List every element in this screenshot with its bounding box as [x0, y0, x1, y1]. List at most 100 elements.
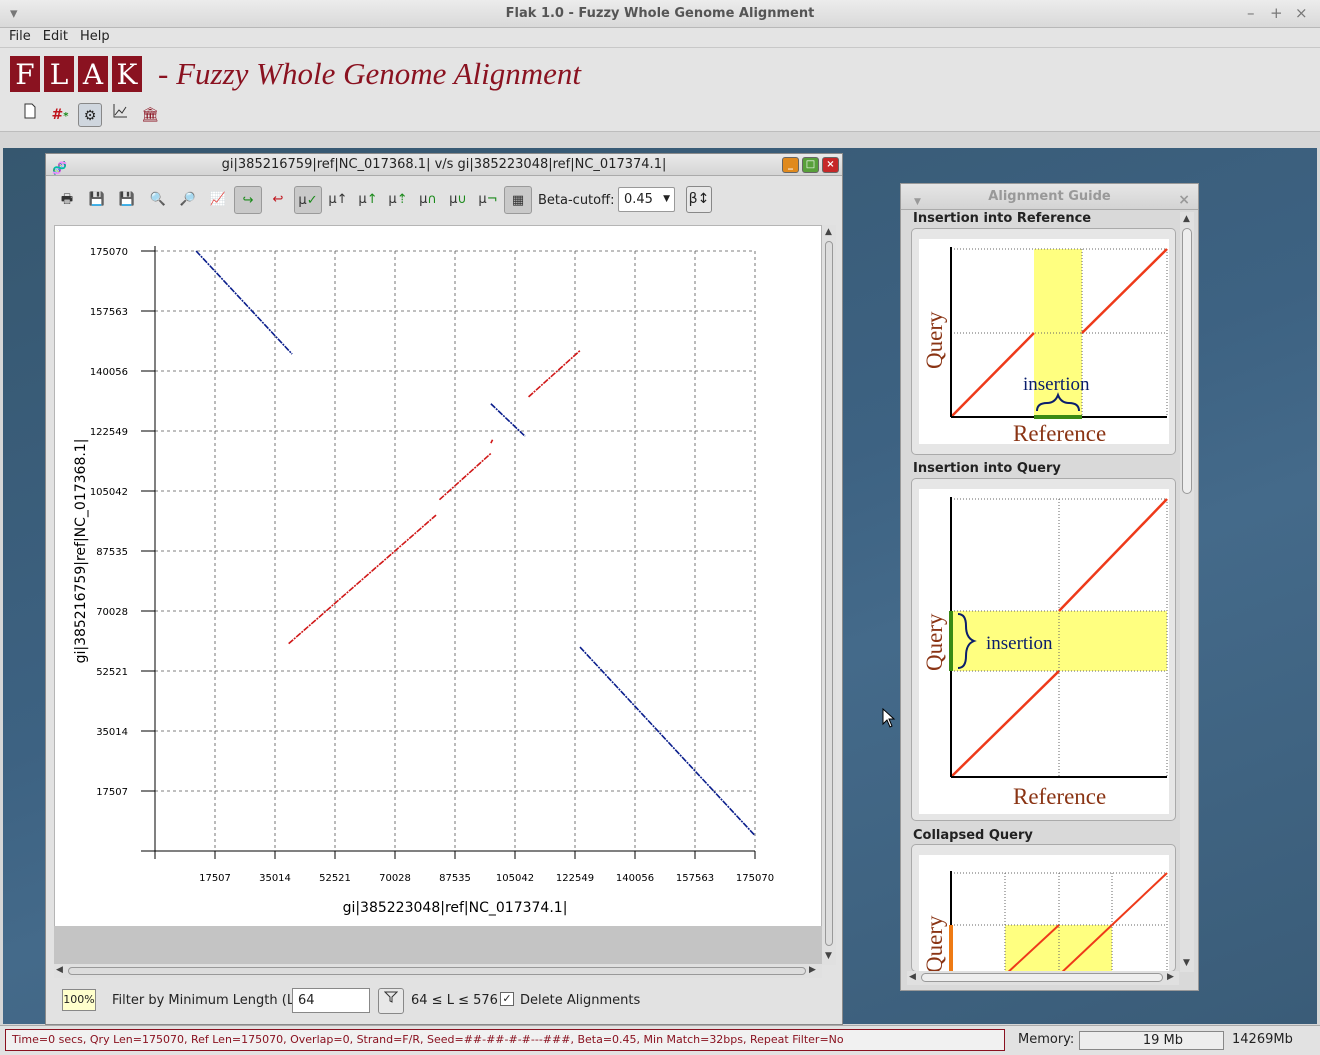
- reverse-alignment-segment: [195, 250, 293, 355]
- mu-check-icon[interactable]: μ✓: [294, 186, 322, 214]
- collapse-icon[interactable]: ▼: [914, 197, 921, 207]
- banner-title: - Fuzzy Whole Genome Alignment: [158, 56, 581, 91]
- beta-cutoff-select[interactable]: 0.45 ▼: [618, 187, 675, 212]
- close-icon[interactable]: ×: [1295, 4, 1308, 22]
- menu-help[interactable]: Help: [79, 29, 110, 44]
- library-icon[interactable]: 🏛: [141, 107, 159, 123]
- x-tick-label: 175070: [736, 873, 774, 884]
- chart-icon[interactable]: 📈: [209, 192, 227, 207]
- dotplot-window-title: 🧬 gi|385216759|ref|NC_017368.1| v/s gi|3…: [46, 154, 842, 176]
- iconify-button[interactable]: _: [782, 157, 799, 173]
- mu-up-icon[interactable]: μ↑: [328, 192, 348, 207]
- maximize-button[interactable]: □: [802, 157, 819, 173]
- insertion-label: insertion: [986, 633, 1053, 654]
- reference-axis-label: Reference: [1013, 421, 1106, 444]
- status-text: Time=0 secs, Qry Len=175070, Ref Len=175…: [5, 1029, 1005, 1051]
- delete-alignments-label: Delete Alignments: [520, 993, 641, 1008]
- status-bar: Time=0 secs, Qry Len=175070, Ref Len=175…: [0, 1025, 1320, 1055]
- close-button[interactable]: ×: [822, 157, 839, 173]
- guide-panel-insertion-query: insertion Reference Query: [911, 478, 1176, 821]
- scroll-right-icon[interactable]: ▶: [1167, 972, 1174, 982]
- alignment-guide-title-text: Alignment Guide: [988, 189, 1111, 204]
- reverse-alignment-segment: [579, 646, 756, 837]
- guide-diagram: insertion Reference Query: [919, 239, 1169, 446]
- scroll-left-icon[interactable]: ◀: [909, 972, 916, 982]
- main-toolbar: #* ⚙ 🏛: [0, 98, 1320, 132]
- plot-horizontal-scrollbar[interactable]: ◀ ▶: [54, 964, 822, 978]
- query-axis-label: Query: [922, 915, 947, 972]
- min-length-input[interactable]: 64: [292, 988, 370, 1013]
- forward-alignment-segment: [438, 452, 492, 501]
- mu-up-green-icon[interactable]: μ↑: [358, 192, 378, 207]
- y-tick-label: 157563: [90, 307, 128, 318]
- menu-edit[interactable]: Edit: [42, 29, 68, 44]
- guide-horizontal-scrollbar[interactable]: ◀ ▶: [907, 971, 1179, 985]
- menu-file[interactable]: File: [9, 29, 31, 44]
- query-axis-label: Query: [922, 311, 947, 369]
- window-titlebar: ▾ Flak 1.0 - Fuzzy Whole Genome Alignmen…: [0, 0, 1320, 28]
- guide-hscroll-thumb[interactable]: [921, 973, 1163, 982]
- print-icon[interactable]: 🖶: [60, 192, 74, 207]
- filter-funnel-icon[interactable]: [378, 988, 404, 1014]
- x-tick-label: 52521: [319, 873, 351, 884]
- zoom-in-icon[interactable]: 🔍: [149, 192, 167, 207]
- reverse-strand-icon[interactable]: ↩: [272, 192, 284, 207]
- plot-vertical-scrollbar[interactable]: ▲ ▼: [822, 225, 836, 965]
- alignment-guide-window: ▼ Alignment Guide × Insertion into Refer…: [900, 183, 1199, 991]
- mu-intersect-icon[interactable]: μ∩: [419, 192, 437, 207]
- y-tick-label: 70028: [96, 607, 128, 618]
- plot-toolbar: 🖶 💾 💾 🔍 🔎 📈 ↪ ↩ μ✓ μ↑ μ↑ μ⇡ μ∩ μ∪ μ¬ ▦ B…: [53, 184, 838, 218]
- y-tick-label: 35014: [96, 727, 128, 738]
- mu-up-dotted-icon[interactable]: μ⇡: [388, 192, 408, 207]
- plot-vscroll-thumb[interactable]: [825, 241, 833, 946]
- save-icon[interactable]: 💾: [88, 192, 106, 207]
- guide-vscroll-thumb[interactable]: [1182, 228, 1192, 494]
- y-tick-label: 105042: [90, 487, 128, 498]
- scroll-up-icon[interactable]: ▲: [1183, 214, 1190, 224]
- guide-panel-insertion-reference: insertion Reference Query: [911, 228, 1176, 455]
- y-tick-label: 175070: [90, 247, 128, 258]
- scroll-down-icon[interactable]: ▼: [1183, 958, 1190, 968]
- dna-icon: 🧬: [52, 161, 67, 175]
- x-tick-label: 35014: [259, 873, 291, 884]
- dotplot-canvas[interactable]: 17507 35014 52521 70028 87535 105042 122549 140…: [54, 225, 822, 965]
- scroll-down-icon[interactable]: ▼: [825, 951, 832, 961]
- plot-hscroll-thumb[interactable]: [68, 967, 806, 975]
- maximize-icon[interactable]: +: [1270, 4, 1283, 22]
- forward-alignment-segment: [288, 514, 437, 645]
- grid-icon[interactable]: ▦: [504, 186, 532, 214]
- x-tick-label: 122549: [556, 873, 594, 884]
- scroll-up-icon[interactable]: ▲: [825, 227, 832, 237]
- minimize-icon[interactable]: –: [1247, 4, 1255, 22]
- zoom-out-icon[interactable]: 🔎: [179, 192, 197, 207]
- guide-panel-collapsed-query: Query: [911, 844, 1176, 972]
- logo-letter-f: F: [10, 56, 40, 92]
- guide-vertical-scrollbar[interactable]: ▲ ▼: [1180, 212, 1194, 972]
- memory-label: Memory:: [1018, 1032, 1075, 1047]
- y-tick-label: 52521: [96, 667, 128, 678]
- x-tick-label: 157563: [676, 873, 714, 884]
- window-menu-icon[interactable]: ▾: [10, 4, 18, 22]
- new-file-icon[interactable]: [18, 103, 42, 127]
- guide-section-label: Insertion into Reference: [913, 211, 1092, 226]
- plot-icon[interactable]: [108, 103, 132, 127]
- scroll-left-icon[interactable]: ◀: [56, 965, 63, 975]
- mu-union-icon[interactable]: μ∪: [449, 192, 467, 207]
- settings-gear-icon[interactable]: ⚙: [78, 103, 102, 127]
- guide-close-icon[interactable]: ×: [1178, 192, 1190, 208]
- x-tick-label: 87535: [439, 873, 471, 884]
- guide-diagram: insertion Reference Query: [919, 489, 1169, 814]
- dotplot-chart: 17507 35014 52521 70028 87535 105042 122549 140…: [73, 246, 774, 916]
- mu-not-icon[interactable]: μ¬: [478, 192, 498, 207]
- seed-hash-icon[interactable]: #*: [51, 107, 69, 123]
- delete-alignments-checkbox[interactable]: ✓: [500, 992, 514, 1006]
- window-title: Flak 1.0 - Fuzzy Whole Genome Alignment: [505, 6, 815, 21]
- x-tick-label: 70028: [379, 873, 411, 884]
- beta-sort-button[interactable]: β↕: [686, 186, 712, 213]
- reference-axis-label: Reference: [1013, 784, 1106, 809]
- memory-total: 14269Mb: [1232, 1032, 1293, 1047]
- forward-strand-icon[interactable]: ↪: [234, 186, 262, 214]
- memory-used: 19 Mb: [1142, 1033, 1183, 1048]
- scroll-right-icon[interactable]: ▶: [809, 965, 816, 975]
- save-all-icon[interactable]: 💾: [118, 192, 136, 207]
